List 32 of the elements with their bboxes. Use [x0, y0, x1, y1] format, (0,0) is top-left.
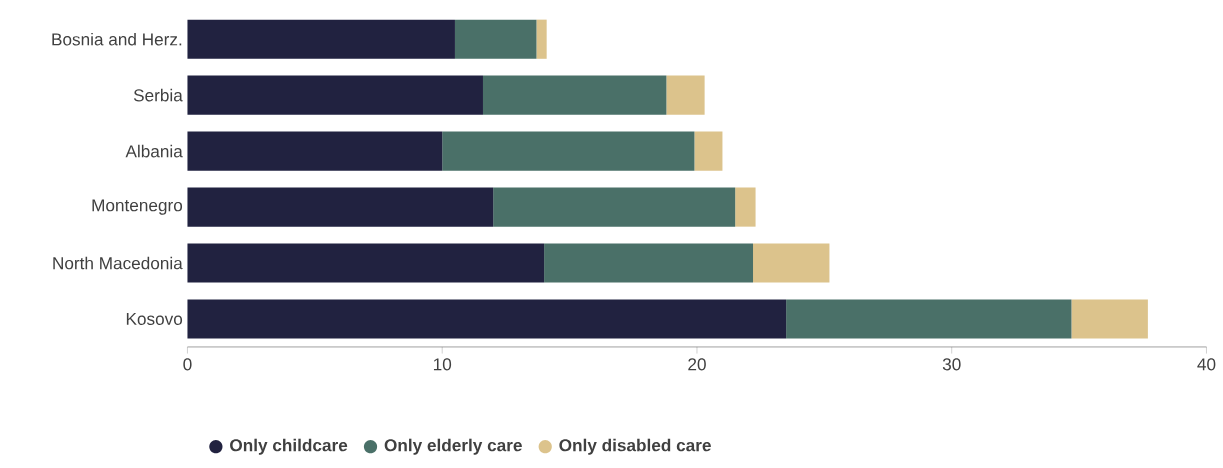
- y-tick-label: Kosovo: [126, 313, 183, 326]
- bar: [187, 19, 455, 59]
- bar: [666, 75, 705, 115]
- x-tick-label: 40: [1197, 358, 1216, 371]
- x-tick-label: 0: [183, 358, 192, 371]
- bar: [442, 131, 695, 171]
- legend-label: Only elderly care: [384, 438, 522, 455]
- y-tick-label: Bosnia and Herz.: [52, 32, 182, 46]
- y-tick-label: Montenegro: [92, 199, 183, 215]
- x-tick-label: 30: [942, 358, 961, 371]
- legend-label: Only childcare: [230, 438, 348, 455]
- bar: [493, 187, 736, 227]
- legend-label: Only disabled care: [559, 438, 711, 455]
- bar: [187, 75, 483, 115]
- bar: [187, 243, 545, 283]
- bar: [694, 131, 723, 171]
- bar: [187, 187, 494, 227]
- bar: [187, 131, 443, 171]
- bar: [1071, 299, 1148, 339]
- bar: [536, 19, 547, 59]
- bar: [786, 299, 1072, 339]
- x-tick-label: 20: [688, 358, 706, 371]
- bar: [187, 299, 787, 339]
- bar: [482, 75, 667, 115]
- y-tick-label: Serbia: [133, 88, 183, 102]
- y-tick-label: Albania: [125, 144, 183, 158]
- x-tick-label: 10: [433, 358, 452, 371]
- bar: [454, 19, 537, 59]
- bar: [544, 243, 754, 283]
- bar: [735, 187, 756, 227]
- bar: [753, 243, 830, 283]
- y-tick-label: North Macedonia: [53, 256, 183, 270]
